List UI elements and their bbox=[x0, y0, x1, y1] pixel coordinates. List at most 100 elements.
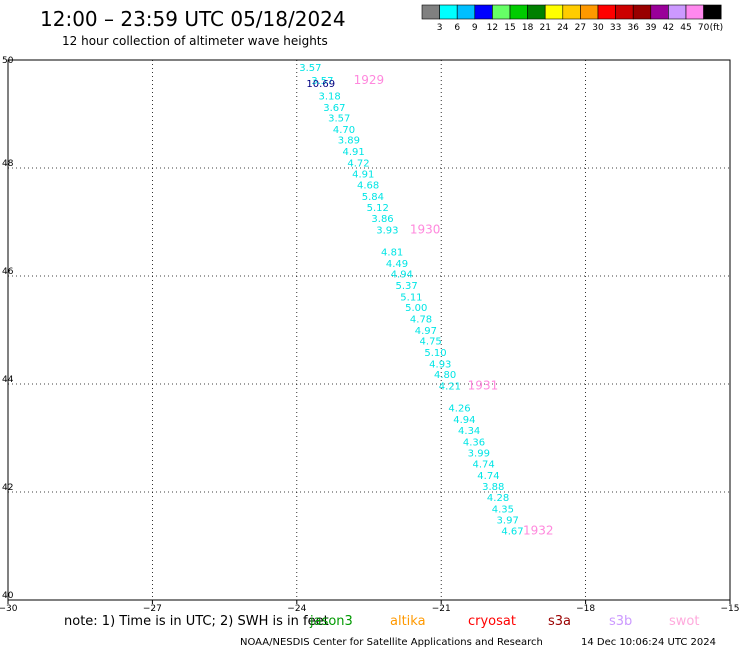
swh-value-label: 4.26 bbox=[448, 404, 470, 415]
swh-value-label: 3.18 bbox=[318, 91, 340, 102]
y-tick-label: 40 bbox=[2, 591, 14, 601]
swh-value-label: 4.72 bbox=[347, 158, 369, 169]
colorbar-swatch bbox=[632, 4, 652, 20]
colorbar-label: 24 bbox=[557, 23, 569, 33]
y-tick-label: 42 bbox=[2, 483, 13, 493]
footer-note: note: 1) Time is in UTC; 2) SWH is in fe… bbox=[64, 614, 329, 629]
satellite-legend-item: altika bbox=[390, 614, 426, 629]
colorbar-swatch bbox=[685, 4, 704, 20]
swh-value-label: 5.84 bbox=[362, 192, 384, 203]
swh-value-label: 5.00 bbox=[405, 303, 427, 314]
satellite-legend-item: cryosat bbox=[468, 614, 516, 629]
swh-value-label: 3.88 bbox=[482, 482, 504, 493]
y-tick-label: 48 bbox=[2, 159, 14, 169]
satellite-legend-item: s3b bbox=[609, 614, 632, 629]
time-label: 1929 bbox=[354, 73, 385, 87]
x-tick-label: −21 bbox=[432, 604, 451, 614]
colorbar-swatch bbox=[527, 4, 546, 20]
plot-frame bbox=[7, 59, 731, 601]
swh-value-label: 3.86 bbox=[371, 214, 393, 225]
swh-value-label: 5.12 bbox=[367, 203, 389, 214]
swh-value-label: 4.74 bbox=[477, 471, 499, 482]
y-tick-label: 44 bbox=[2, 375, 14, 385]
swh-value-label: 4.78 bbox=[410, 314, 432, 325]
colorbar-label: 42 bbox=[663, 23, 674, 33]
colorbar-swatch bbox=[650, 4, 669, 20]
colorbar-label: 6 bbox=[454, 23, 460, 33]
swh-value-label: 3.57 bbox=[311, 76, 333, 87]
data-points: 3.573.5710.693.183.673.574.703.894.914.7… bbox=[299, 63, 553, 538]
swh-value-label: 3.57 bbox=[299, 63, 321, 74]
swh-value-label: 4.28 bbox=[487, 493, 509, 504]
satellite-legend-item: jason3 bbox=[309, 614, 353, 629]
colorbar-label: 30 bbox=[592, 23, 604, 33]
colorbar-swatch bbox=[580, 4, 599, 20]
swh-value-label: 4.81 bbox=[381, 247, 403, 258]
time-label: 1932 bbox=[523, 524, 554, 538]
colorbar-label: 3 bbox=[437, 23, 443, 33]
swh-value-label: 4.67 bbox=[501, 527, 523, 538]
swh-value-label: 10.69 bbox=[306, 79, 335, 90]
x-tick-label: −18 bbox=[576, 604, 595, 614]
colorbar-label: 12 bbox=[487, 23, 498, 33]
swh-value-label: 4.75 bbox=[420, 337, 442, 348]
swh-value-label: 4.91 bbox=[352, 170, 374, 181]
colorbar-swatch bbox=[544, 4, 564, 20]
swh-value-label: 4.94 bbox=[391, 270, 413, 281]
swh-value-label: 5.37 bbox=[395, 281, 417, 292]
x-tick-label: −27 bbox=[143, 604, 162, 614]
colorbar-swatch bbox=[562, 4, 581, 20]
satellite-legend-item: s3a bbox=[548, 614, 571, 629]
chart-subtitle: 12 hour collection of altimeter wave hei… bbox=[62, 34, 328, 48]
y-tick-label: 50 bbox=[2, 56, 14, 66]
colorbar-label: 27 bbox=[575, 23, 586, 33]
swh-value-label: 3.93 bbox=[376, 225, 398, 236]
time-label: 1930 bbox=[410, 222, 441, 236]
footer-credit: NOAA/NESDIS Center for Satellite Applica… bbox=[240, 637, 543, 648]
x-tick-label: −15 bbox=[721, 604, 740, 614]
y-tick-label: 46 bbox=[2, 267, 14, 277]
plot-axes: −30 −27 −24 −21 −18 −15 40 42 44 46 48 50 bbox=[0, 56, 740, 614]
colorbar-swatch bbox=[597, 4, 616, 20]
satellite-legend-item: swot bbox=[669, 614, 699, 629]
satellite-legend: jason3 altika cryosat s3a s3b swot bbox=[309, 614, 699, 629]
swh-value-label: 4.34 bbox=[458, 426, 480, 437]
colorbar-label: 15 bbox=[504, 23, 515, 33]
swh-value-label: 4.94 bbox=[453, 415, 475, 426]
time-label: 1931 bbox=[468, 378, 499, 392]
swh-value-label: 4.36 bbox=[463, 438, 485, 449]
swh-value-label: 4.70 bbox=[333, 125, 355, 136]
swh-value-label: 4.93 bbox=[429, 359, 451, 370]
swh-value-label: 3.99 bbox=[468, 448, 490, 459]
colorbar-label: 39 bbox=[645, 23, 657, 33]
colorbar-label: 70 bbox=[698, 23, 710, 33]
chart-title: 12:00 – 23:59 UTC 05/18/2024 bbox=[40, 7, 346, 31]
colorbar-label: 9 bbox=[472, 23, 478, 33]
swh-value-label: 4.91 bbox=[343, 147, 365, 158]
swh-value-label: 3.89 bbox=[338, 136, 360, 147]
swh-value-label: 5.10 bbox=[424, 348, 446, 359]
swh-value-label: 4.49 bbox=[386, 259, 408, 270]
colorbar-label: 21 bbox=[539, 23, 550, 33]
swh-value-label: 3.67 bbox=[323, 103, 345, 114]
colorbar-label: 33 bbox=[610, 23, 621, 33]
swh-value-label: 4.68 bbox=[357, 181, 379, 192]
colorbar-swatch bbox=[439, 4, 458, 20]
colorbar-swatch bbox=[615, 4, 634, 20]
colorbar-swatch bbox=[456, 4, 476, 20]
swh-value-label: 4.35 bbox=[492, 505, 514, 516]
colorbar-swatch bbox=[474, 4, 493, 20]
x-tick-label: −24 bbox=[287, 604, 306, 614]
x-tick-label: −30 bbox=[0, 604, 18, 614]
swh-value-label: 4.97 bbox=[415, 326, 437, 337]
swh-value-label: 3.97 bbox=[497, 515, 519, 526]
swh-value-label: 5.11 bbox=[400, 292, 422, 303]
swh-value-label: 4.21 bbox=[439, 381, 461, 392]
swh-value-label: 4.74 bbox=[472, 460, 494, 471]
colorbar-legend: 3 6 9 12 15 18 21 24 27 30 33 36 39 42 45 70 (ft) bbox=[421, 4, 723, 33]
colorbar-swatch bbox=[703, 4, 722, 20]
colorbar-label: 36 bbox=[627, 23, 639, 33]
colorbar-swatch bbox=[668, 4, 687, 20]
footer-timestamp: 14 Dec 10:06:24 UTC 2024 bbox=[581, 637, 716, 648]
